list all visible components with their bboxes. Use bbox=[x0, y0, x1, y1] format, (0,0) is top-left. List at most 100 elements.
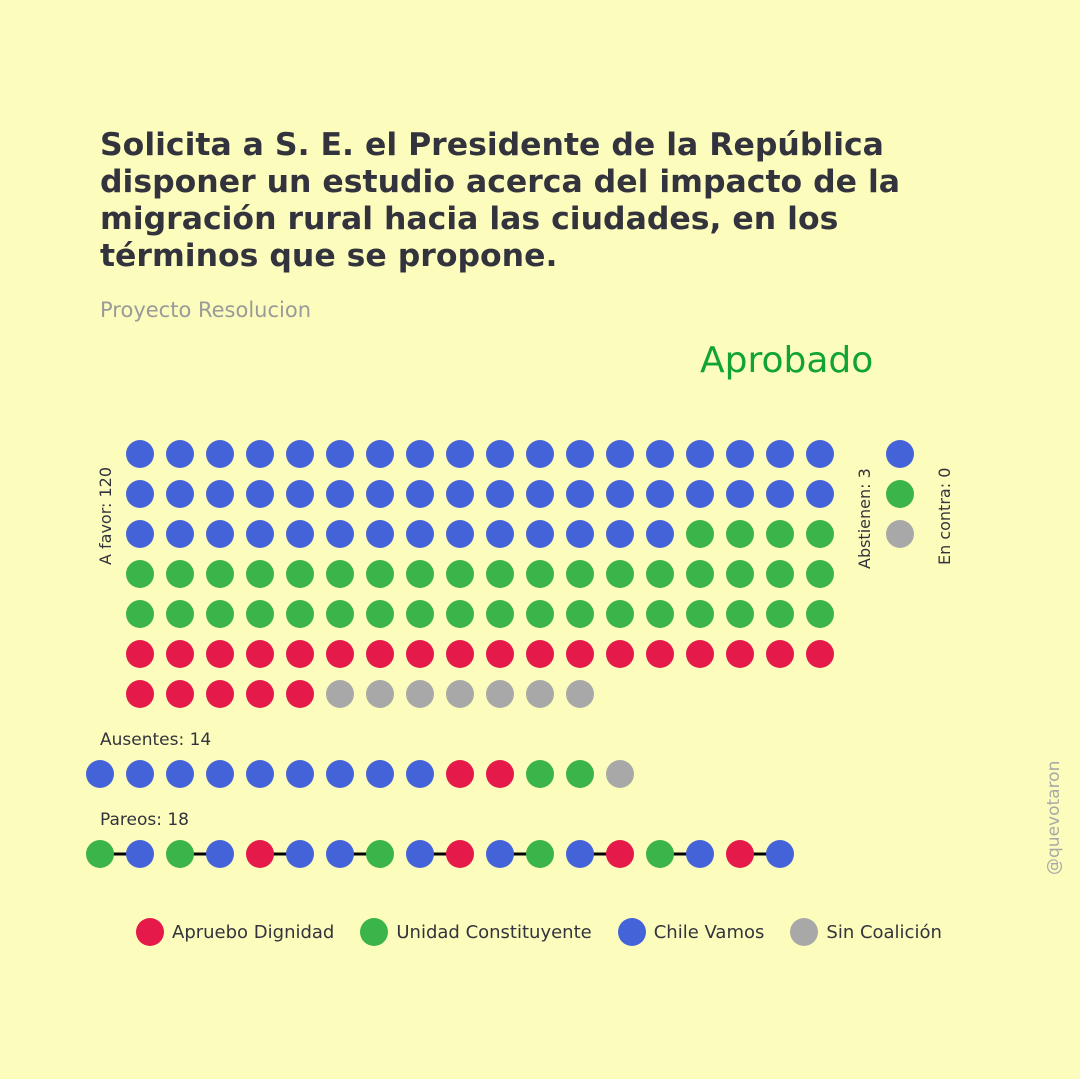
a-favor-dot bbox=[766, 640, 794, 668]
pareo-dot bbox=[86, 840, 114, 868]
a-favor-dot bbox=[646, 480, 674, 508]
a-favor-dot bbox=[766, 600, 794, 628]
a-favor-dot bbox=[486, 680, 514, 708]
ausente-dot bbox=[206, 760, 234, 788]
a-favor-dot bbox=[806, 640, 834, 668]
pareo-dot bbox=[246, 840, 274, 868]
a-favor-dot bbox=[486, 480, 514, 508]
pareo-dot bbox=[326, 840, 354, 868]
pareo-dot bbox=[206, 840, 234, 868]
a-favor-dot bbox=[726, 520, 754, 548]
a-favor-dot bbox=[126, 680, 154, 708]
a-favor-dot bbox=[286, 520, 314, 548]
a-favor-dot bbox=[686, 600, 714, 628]
a-favor-dot bbox=[366, 440, 394, 468]
ausente-dot bbox=[526, 760, 554, 788]
a-favor-dot bbox=[206, 640, 234, 668]
a-favor-dot bbox=[166, 480, 194, 508]
a-favor-dot bbox=[526, 520, 554, 548]
a-favor-dot bbox=[286, 600, 314, 628]
a-favor-dot bbox=[286, 480, 314, 508]
legend-item-unidad-constituyente: Unidad Constituyente bbox=[360, 918, 592, 946]
ausente-dot bbox=[326, 760, 354, 788]
a-favor-dot bbox=[406, 600, 434, 628]
ausente-dot bbox=[166, 760, 194, 788]
a-favor-dot bbox=[246, 560, 274, 588]
pareo-dot bbox=[686, 840, 714, 868]
pareo-dot bbox=[406, 840, 434, 868]
a-favor-dot bbox=[406, 520, 434, 548]
a-favor-dot bbox=[406, 640, 434, 668]
ausente-dot bbox=[566, 760, 594, 788]
a-favor-dot bbox=[406, 680, 434, 708]
a-favor-dot bbox=[806, 480, 834, 508]
vote-result: Aprobado bbox=[700, 340, 874, 381]
a-favor-dot bbox=[566, 640, 594, 668]
pareo-dot bbox=[126, 840, 154, 868]
a-favor-dot bbox=[126, 520, 154, 548]
pareo-dot bbox=[726, 840, 754, 868]
pareo-dot bbox=[646, 840, 674, 868]
a-favor-dot bbox=[366, 480, 394, 508]
a-favor-dot bbox=[326, 600, 354, 628]
a-favor-dot bbox=[566, 520, 594, 548]
a-favor-dot bbox=[606, 600, 634, 628]
a-favor-dot bbox=[246, 640, 274, 668]
ausentes-label: Ausentes: 14 bbox=[100, 730, 212, 750]
a-favor-dot bbox=[366, 680, 394, 708]
a-favor-dot bbox=[606, 440, 634, 468]
a-favor-dot bbox=[406, 440, 434, 468]
pareos-label: Pareos: 18 bbox=[100, 810, 190, 830]
a-favor-dot bbox=[606, 520, 634, 548]
ausente-dot bbox=[446, 760, 474, 788]
a-favor-dot bbox=[566, 680, 594, 708]
ausente-dot bbox=[486, 760, 514, 788]
a-favor-dot bbox=[166, 680, 194, 708]
legend-item-apruebo-dignidad: Apruebo Dignidad bbox=[136, 918, 334, 946]
a-favor-dot bbox=[366, 560, 394, 588]
a-favor-dot bbox=[526, 560, 554, 588]
a-favor-dot bbox=[326, 520, 354, 548]
a-favor-dot bbox=[326, 560, 354, 588]
a-favor-dot bbox=[326, 480, 354, 508]
abstienen-dot bbox=[886, 480, 914, 508]
legend-swatch bbox=[136, 918, 164, 946]
pareo-dot bbox=[606, 840, 634, 868]
a-favor-dot bbox=[686, 560, 714, 588]
a-favor-dot bbox=[526, 640, 554, 668]
a-favor-dot bbox=[206, 480, 234, 508]
a-favor-dot bbox=[646, 600, 674, 628]
a-favor-dot bbox=[446, 640, 474, 668]
a-favor-dot bbox=[726, 560, 754, 588]
a-favor-dot bbox=[486, 440, 514, 468]
a-favor-dot bbox=[686, 480, 714, 508]
a-favor-dot bbox=[526, 480, 554, 508]
a-favor-dot bbox=[206, 440, 234, 468]
a-favor-dot bbox=[486, 640, 514, 668]
a-favor-dot bbox=[606, 640, 634, 668]
a-favor-dot bbox=[246, 480, 274, 508]
ausente-dot bbox=[126, 760, 154, 788]
a-favor-dot bbox=[766, 560, 794, 588]
a-favor-dot bbox=[726, 640, 754, 668]
ausente-dot bbox=[246, 760, 274, 788]
a-favor-dot bbox=[766, 440, 794, 468]
abstienen-dot bbox=[886, 440, 914, 468]
legend-item-chile-vamos: Chile Vamos bbox=[617, 918, 764, 946]
legend-swatch bbox=[617, 918, 646, 946]
a-favor-dot bbox=[646, 520, 674, 548]
a-favor-dot bbox=[326, 640, 354, 668]
a-favor-dot bbox=[366, 600, 394, 628]
a-favor-dot bbox=[166, 560, 194, 588]
pareo-dot bbox=[366, 840, 394, 868]
a-favor-dot bbox=[766, 520, 794, 548]
chart-title: Solicita a S. E. el Presidente de la Rep… bbox=[100, 127, 901, 274]
abstienen-dot bbox=[886, 520, 914, 548]
a-favor-dot bbox=[606, 560, 634, 588]
legend-swatch bbox=[790, 918, 819, 946]
ausente-dot bbox=[406, 760, 434, 788]
a-favor-dot bbox=[206, 560, 234, 588]
a-favor-dot bbox=[126, 480, 154, 508]
a-favor-dot bbox=[166, 600, 194, 628]
